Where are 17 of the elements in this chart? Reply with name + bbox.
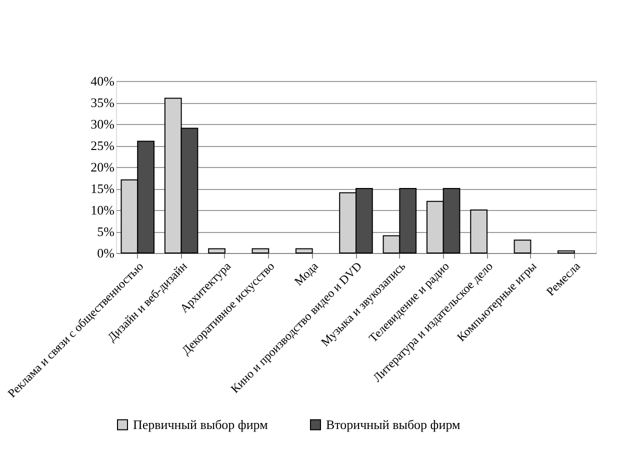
y-tick-label: 30% — [90, 116, 115, 132]
bar — [252, 248, 270, 254]
y-tick-label: 40% — [90, 74, 115, 88]
y-tick-label: 35% — [90, 95, 115, 110]
legend-label: Вторичный выбор фирм — [326, 416, 460, 432]
y-tick-label: 15% — [90, 181, 115, 196]
y-tick-label: 0% — [97, 246, 115, 260]
y-tick-label: 5% — [97, 224, 115, 239]
bar — [558, 250, 575, 254]
bar — [470, 210, 488, 254]
bar — [514, 240, 532, 254]
y-tick-label: 20% — [90, 160, 115, 174]
bar — [208, 248, 226, 254]
y-tick-label: 10% — [90, 202, 115, 218]
legend-label: Первичный выбор фирм — [133, 416, 268, 432]
y-tick-label: 25% — [90, 138, 115, 153]
bar — [295, 248, 313, 254]
